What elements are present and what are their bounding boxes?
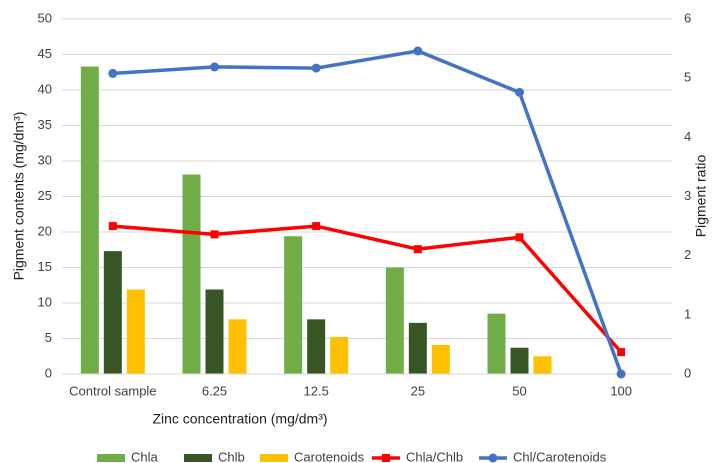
y2-tick-label: 0	[684, 365, 691, 380]
x-tick-label: 50	[512, 383, 526, 398]
bar	[205, 289, 224, 374]
legend-marker	[382, 454, 390, 462]
bar	[533, 356, 552, 374]
y2-tick-label: 3	[684, 188, 691, 203]
marker	[515, 87, 524, 97]
x-axis-title: Zinc concentration (mg/dm³)	[152, 411, 327, 427]
marker	[210, 62, 219, 72]
bar	[307, 319, 326, 374]
y2-tick-label: 5	[684, 70, 691, 85]
marker	[108, 222, 117, 231]
bar	[126, 289, 145, 374]
legend-label: Chl/Carotenoids	[513, 449, 607, 463]
y-tick-label: 45	[38, 46, 52, 61]
marker	[617, 348, 626, 357]
y2-tick-label: 1	[684, 306, 691, 321]
bar	[385, 267, 404, 374]
y-tick-label: 25	[38, 188, 52, 203]
y-axis-title: Pigment contents (mg/dm³)	[11, 112, 27, 281]
bar	[487, 313, 506, 374]
x-tick-label: 100	[610, 383, 632, 398]
bar	[228, 319, 247, 374]
x-tick-label: 6.25	[202, 383, 227, 398]
bar	[408, 322, 427, 374]
marker	[515, 233, 524, 242]
marker	[413, 245, 422, 254]
bar	[182, 174, 201, 374]
y-tick-label: 40	[38, 81, 52, 96]
marker	[616, 369, 626, 379]
marker	[311, 63, 321, 73]
bar	[284, 236, 303, 374]
bar	[103, 251, 122, 374]
line	[112, 224, 623, 354]
marker	[108, 68, 118, 78]
marker	[413, 46, 423, 56]
bar	[431, 344, 450, 374]
marker	[312, 222, 321, 231]
y-tick-label: 35	[38, 117, 52, 132]
x-tick-label: 12.5	[304, 383, 329, 398]
y2-axis-title: Pigment ratio	[693, 155, 709, 238]
legend-swatch	[184, 454, 212, 462]
legend-marker	[488, 453, 498, 463]
line	[112, 49, 623, 375]
y-tick-label: 15	[38, 259, 52, 274]
y2-tick-label: 6	[684, 10, 691, 25]
marker	[210, 230, 219, 239]
y2-tick-label: 4	[684, 129, 691, 144]
bar	[80, 66, 99, 374]
bar	[510, 347, 529, 374]
bar	[330, 337, 349, 374]
y2-tick-label: 2	[684, 247, 691, 262]
legend-label: Chla/Chlb	[406, 449, 463, 463]
legend-label: Carotenoids	[294, 449, 365, 463]
y-tick-label: 20	[38, 223, 52, 238]
y-tick-label: 0	[45, 365, 52, 380]
x-tick-label: Control sample	[69, 383, 156, 398]
y-tick-label: 50	[38, 10, 52, 25]
y-tick-label: 5	[45, 330, 52, 345]
legend-label: Chla	[131, 449, 159, 463]
legend-label: Chlb	[218, 449, 245, 463]
y-tick-label: 10	[38, 294, 52, 309]
x-tick-label: 25	[411, 383, 425, 398]
legend-swatch	[260, 454, 288, 462]
y-tick-label: 30	[38, 152, 52, 167]
legend-swatch	[97, 454, 125, 462]
